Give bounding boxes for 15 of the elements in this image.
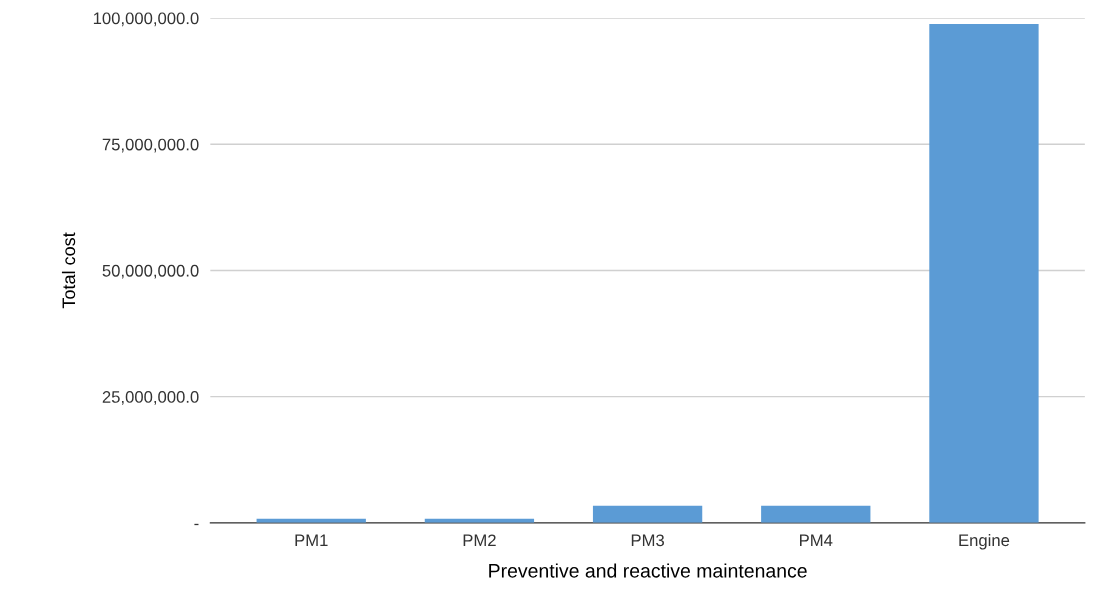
x-tick-label: PM2: [463, 534, 496, 547]
x-axis-title: Preventive and reactive maintenance: [489, 563, 807, 578]
bar: [761, 505, 871, 523]
y-tick-label: 25,000,000.0: [102, 391, 199, 405]
y-tick-label: -: [194, 523, 199, 526]
x-tick-label: PM3: [631, 534, 664, 547]
bar: [592, 505, 703, 523]
bar: [929, 24, 1039, 523]
y-tick-label: 75,000,000.0: [102, 138, 199, 153]
x-tick-label: PM1: [295, 534, 328, 547]
x-tick-label: PM4: [800, 534, 833, 547]
x-tick-label: Engine: [959, 533, 1010, 550]
y-tick-label: 100,000,000.0: [93, 12, 199, 27]
y-tick-label: 50,000,000.0: [102, 264, 199, 279]
y-axis-title: Total cost: [61, 232, 76, 309]
